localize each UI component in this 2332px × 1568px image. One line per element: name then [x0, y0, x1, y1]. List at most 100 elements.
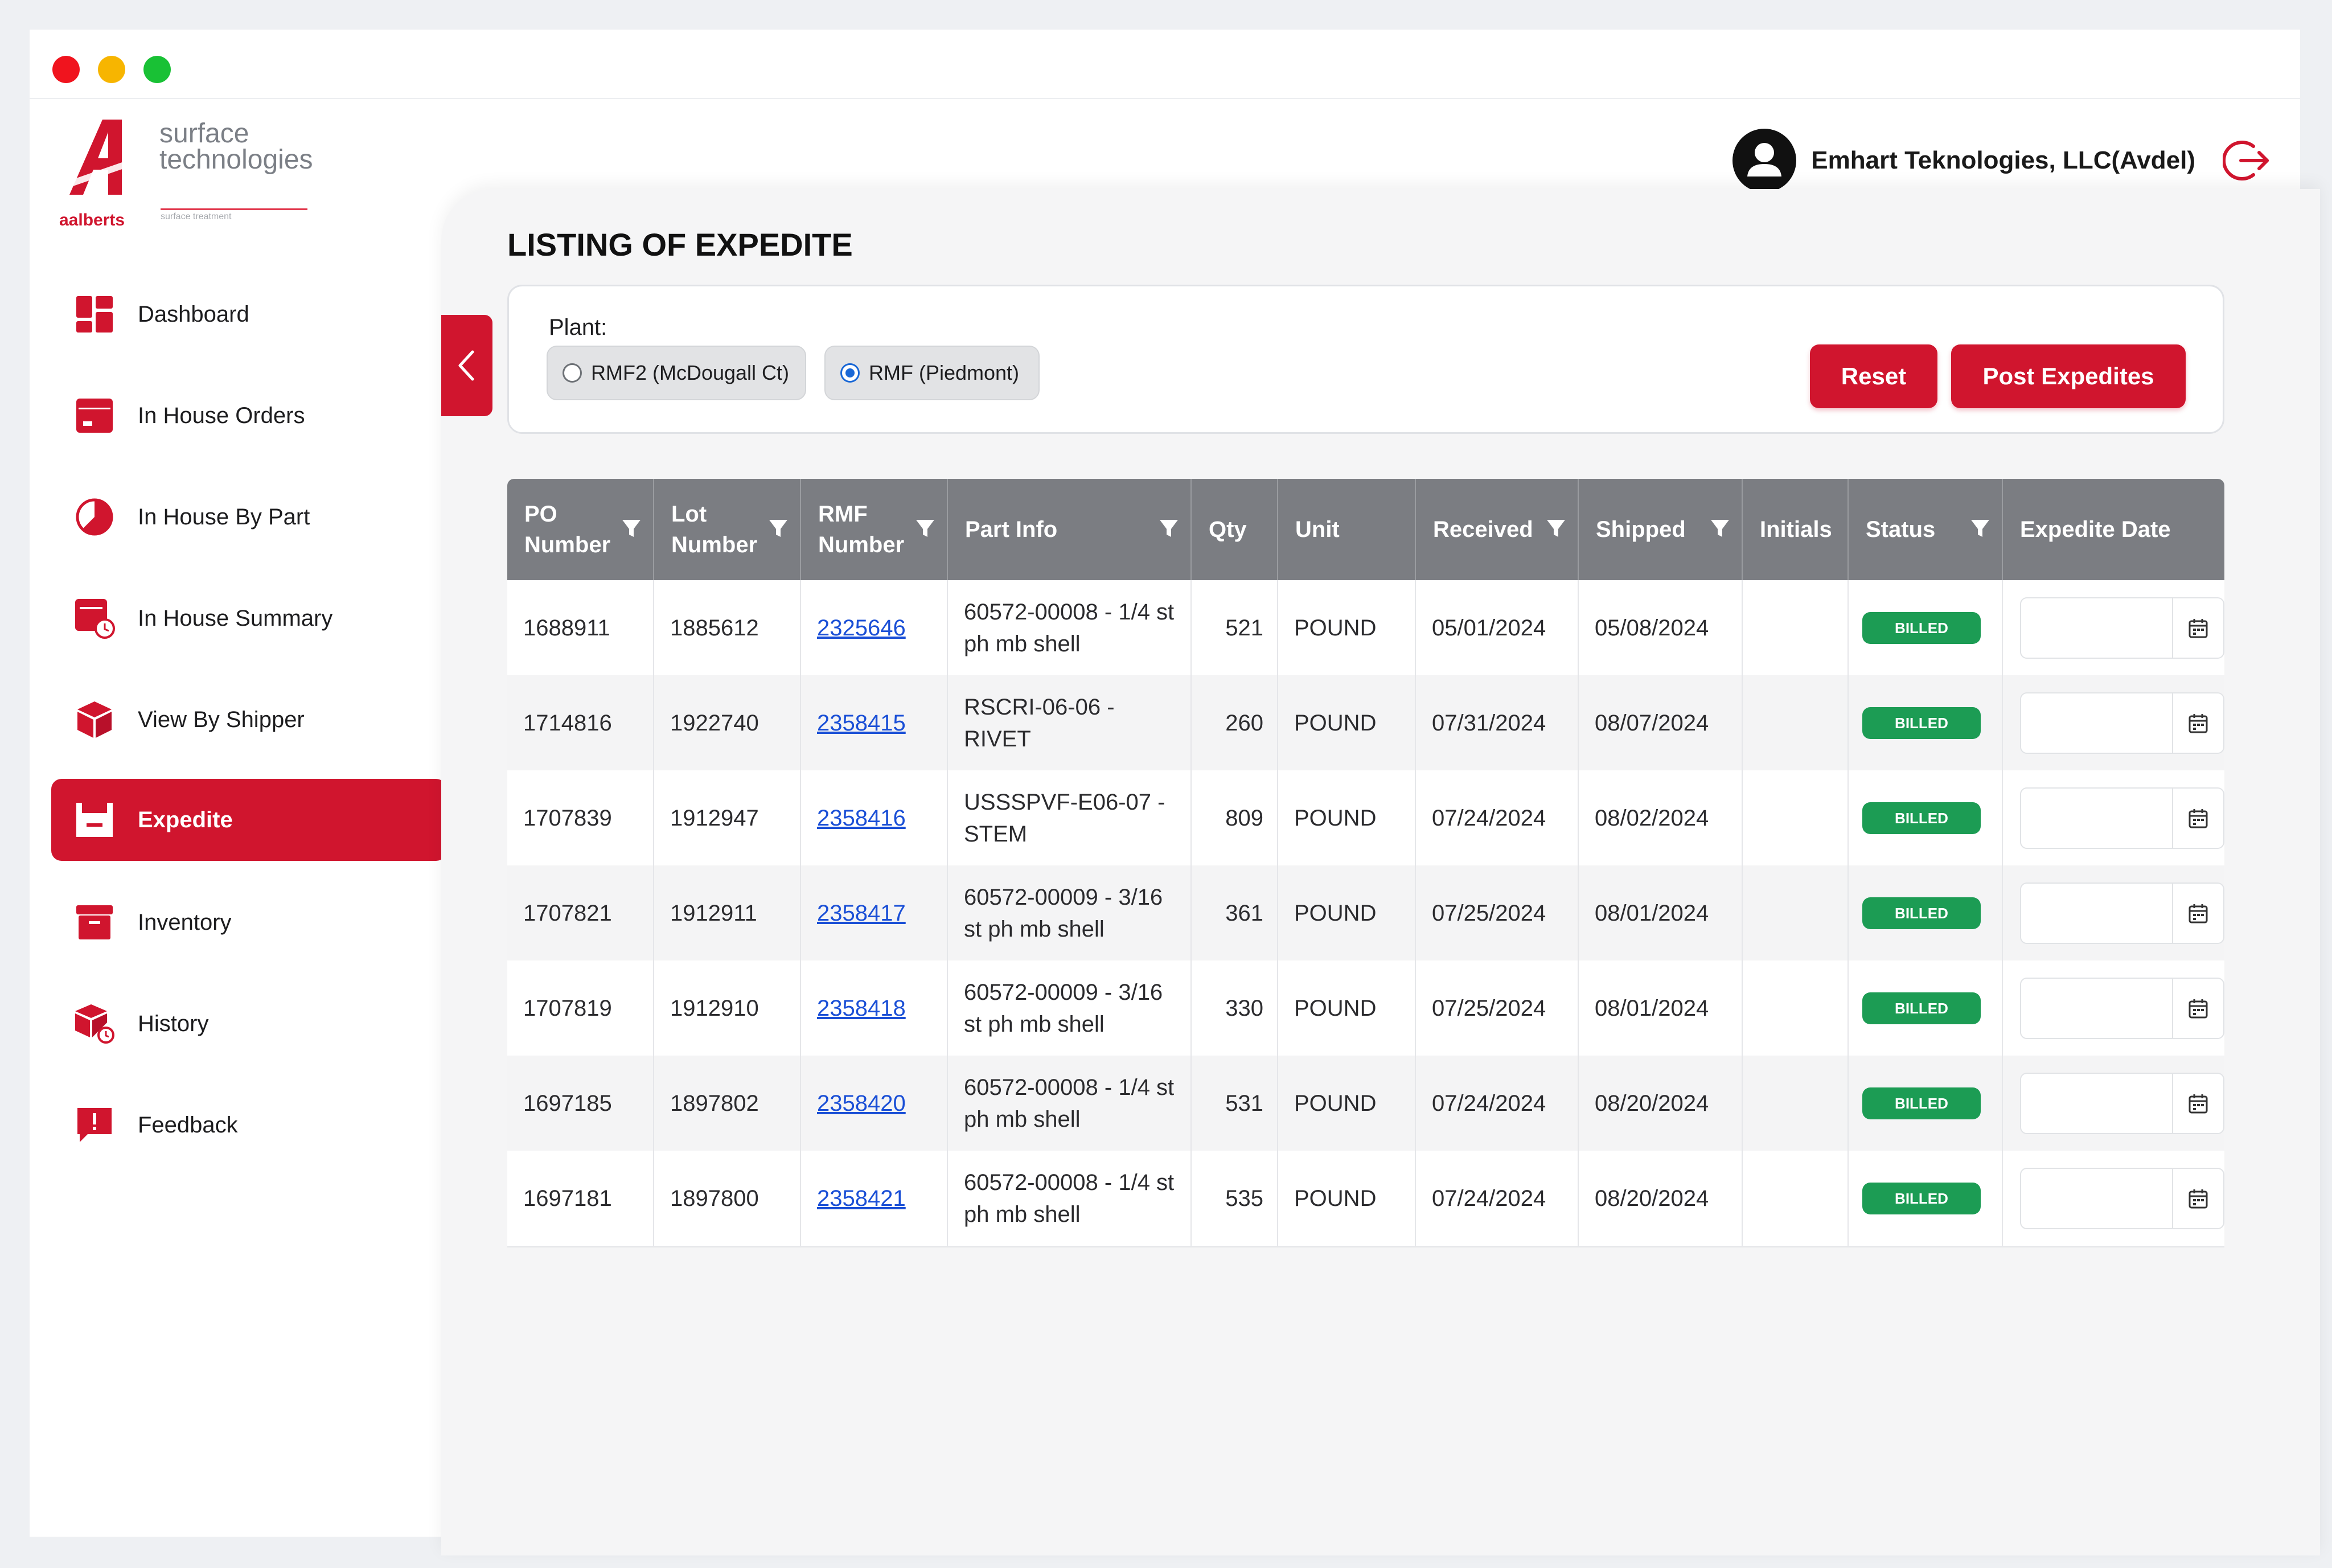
- radio-unchecked-icon[interactable]: [563, 363, 582, 383]
- cell-status: BILLED: [1849, 865, 2003, 960]
- cell-text: POUND: [1294, 1185, 1377, 1211]
- radio-checked-icon[interactable]: [840, 363, 860, 383]
- column-header-lot-number[interactable]: Lot Number: [654, 479, 801, 580]
- status-badge: BILLED: [1862, 897, 1981, 929]
- expedite-date-input[interactable]: [2020, 1072, 2224, 1134]
- sidebar-item-dashboard[interactable]: Dashboard: [51, 273, 446, 355]
- sidebar-item-in-house-by-part[interactable]: In House By Part: [51, 476, 446, 558]
- cell-status: BILLED: [1849, 580, 2003, 675]
- filter-icon[interactable]: [620, 516, 643, 539]
- cell-initials: [1743, 675, 1849, 770]
- cell-received: 07/25/2024: [1416, 865, 1579, 960]
- table-row[interactable]: 1697181 1897800 2358421 60572-00008 - 1/4 s…: [507, 1151, 2224, 1246]
- calendar-icon[interactable]: [2172, 883, 2223, 943]
- sidebar-item-inventory[interactable]: Inventory: [51, 881, 446, 963]
- sidebar-item-label: Expedite: [138, 807, 233, 832]
- table-row[interactable]: 1707839 1912947 2358416 USSSPVF-E06-07 - ST…: [507, 770, 2224, 865]
- filter-icon[interactable]: [1709, 516, 1731, 539]
- sidebar-collapse-button[interactable]: [441, 315, 492, 416]
- rmf-number-link[interactable]: 2358421: [817, 1185, 906, 1211]
- close-window-button[interactable]: [52, 56, 80, 83]
- filter-icon[interactable]: [914, 516, 937, 539]
- column-header-shipped[interactable]: Shipped: [1579, 479, 1743, 580]
- calendar-icon[interactable]: [2172, 788, 2223, 848]
- column-header-qty[interactable]: Qty: [1192, 479, 1278, 580]
- column-header-status[interactable]: Status: [1849, 479, 2003, 580]
- feedback-alert-icon: [74, 1105, 115, 1146]
- table-row[interactable]: 1707821 1912911 2358417 60572-00009 - 3/16 …: [507, 865, 2224, 960]
- sidebar-item-in-house-summary[interactable]: In House Summary: [51, 577, 446, 659]
- cell-shipped: 08/02/2024: [1579, 770, 1743, 865]
- history-cube-icon: [74, 1003, 115, 1044]
- post-expedites-button[interactable]: Post Expedites: [1951, 344, 2186, 408]
- cell-text: 60572-00008 - 1/4 st ph mb shell: [964, 1074, 1175, 1132]
- column-header-initials[interactable]: Initials: [1743, 479, 1849, 580]
- cell-status: BILLED: [1849, 960, 2003, 1056]
- calendar-icon[interactable]: [2172, 1073, 2223, 1133]
- logout-icon[interactable]: [2223, 136, 2272, 185]
- cell-text: 08/02/2024: [1595, 805, 1709, 831]
- rmf-number-link[interactable]: 2358420: [817, 1090, 906, 1116]
- rmf-number-link[interactable]: 2358417: [817, 900, 906, 926]
- cell-initials: [1743, 1056, 1849, 1151]
- cell-text: 1707819: [523, 995, 612, 1021]
- sidebar-item-label: View By Shipper: [138, 707, 305, 732]
- minimize-window-button[interactable]: [98, 56, 125, 83]
- table-row[interactable]: 1697185 1897802 2358420 60572-00008 - 1/4 s…: [507, 1056, 2224, 1151]
- filter-icon[interactable]: [767, 516, 790, 539]
- column-header-rmf-number[interactable]: RMF Number: [801, 479, 948, 580]
- cell-text: 07/24/2024: [1432, 1185, 1546, 1211]
- table-row[interactable]: 1714816 1922740 2358415 RSCRI-06-06 - RIVET…: [507, 675, 2224, 770]
- cell-text: 08/01/2024: [1595, 900, 1709, 926]
- column-header-label: Status: [1866, 517, 1936, 542]
- column-header-po-number[interactable]: PO Number: [507, 479, 654, 580]
- expedite-date-input[interactable]: [2020, 787, 2224, 849]
- plant-option-rmf[interactable]: RMF (Piedmont): [824, 346, 1040, 400]
- sidebar-item-label: Inventory: [138, 909, 232, 935]
- table-row[interactable]: 1688911 1885612 2325646 60572-00008 - 1/4 s…: [507, 580, 2224, 675]
- cell-rmf: 2358416: [801, 770, 948, 865]
- column-header-received[interactable]: Received: [1416, 479, 1579, 580]
- cell-received: 07/31/2024: [1416, 675, 1579, 770]
- user-avatar-icon[interactable]: [1732, 129, 1797, 192]
- expedite-date-input[interactable]: [2020, 977, 2224, 1039]
- cell-initials: [1743, 865, 1849, 960]
- sidebar-item-in-house-orders[interactable]: In House Orders: [51, 375, 446, 457]
- column-header-part-info[interactable]: Part Info: [948, 479, 1192, 580]
- sidebar-item-view-by-shipper[interactable]: View By Shipper: [51, 679, 446, 761]
- cell-shipped: 08/01/2024: [1579, 960, 1743, 1056]
- cell-lot: 1912911: [654, 865, 801, 960]
- cell-lot: 1912947: [654, 770, 801, 865]
- calendar-icon[interactable]: [2172, 693, 2223, 753]
- table-row[interactable]: 1707819 1912910 2358418 60572-00009 - 3/16 …: [507, 960, 2224, 1056]
- cell-received: 07/24/2024: [1416, 1056, 1579, 1151]
- plant-option-rmf2[interactable]: RMF2 (McDougall Ct): [547, 346, 806, 400]
- plant-filter-card: Plant: RMF2 (McDougall Ct) RMF (Piedmont…: [507, 285, 2224, 434]
- rmf-number-link[interactable]: 2325646: [817, 615, 906, 641]
- column-header-expedite-date[interactable]: Expedite Date: [2003, 479, 2224, 580]
- reset-button[interactable]: Reset: [1810, 344, 1937, 408]
- column-header-unit[interactable]: Unit: [1278, 479, 1416, 580]
- calendar-icon[interactable]: [2172, 978, 2223, 1038]
- cell-initials: [1743, 960, 1849, 1056]
- sidebar-item-history[interactable]: History: [51, 983, 446, 1065]
- expedite-date-input[interactable]: [2020, 882, 2224, 944]
- filter-icon[interactable]: [1157, 516, 1180, 539]
- calendar-icon[interactable]: [2172, 1168, 2223, 1228]
- maximize-window-button[interactable]: [143, 56, 171, 83]
- filter-icon[interactable]: [1545, 516, 1567, 539]
- status-badge: BILLED: [1862, 611, 1981, 644]
- sidebar-item-expedite[interactable]: Expedite: [51, 779, 446, 861]
- rmf-number-link[interactable]: 2358416: [817, 805, 906, 831]
- calendar-icon[interactable]: [2172, 598, 2223, 658]
- expedite-date-input[interactable]: [2020, 692, 2224, 754]
- page-title: LISTING OF EXPEDITE: [507, 227, 853, 262]
- rmf-number-link[interactable]: 2358418: [817, 995, 906, 1021]
- sidebar-item-feedback[interactable]: Feedback: [51, 1084, 446, 1166]
- expedite-date-input[interactable]: [2020, 1167, 2224, 1229]
- cell-received: 07/24/2024: [1416, 1151, 1579, 1246]
- cell-lot: 1922740: [654, 675, 801, 770]
- filter-icon[interactable]: [1969, 516, 1992, 539]
- expedite-date-input[interactable]: [2020, 597, 2224, 659]
- rmf-number-link[interactable]: 2358415: [817, 710, 906, 736]
